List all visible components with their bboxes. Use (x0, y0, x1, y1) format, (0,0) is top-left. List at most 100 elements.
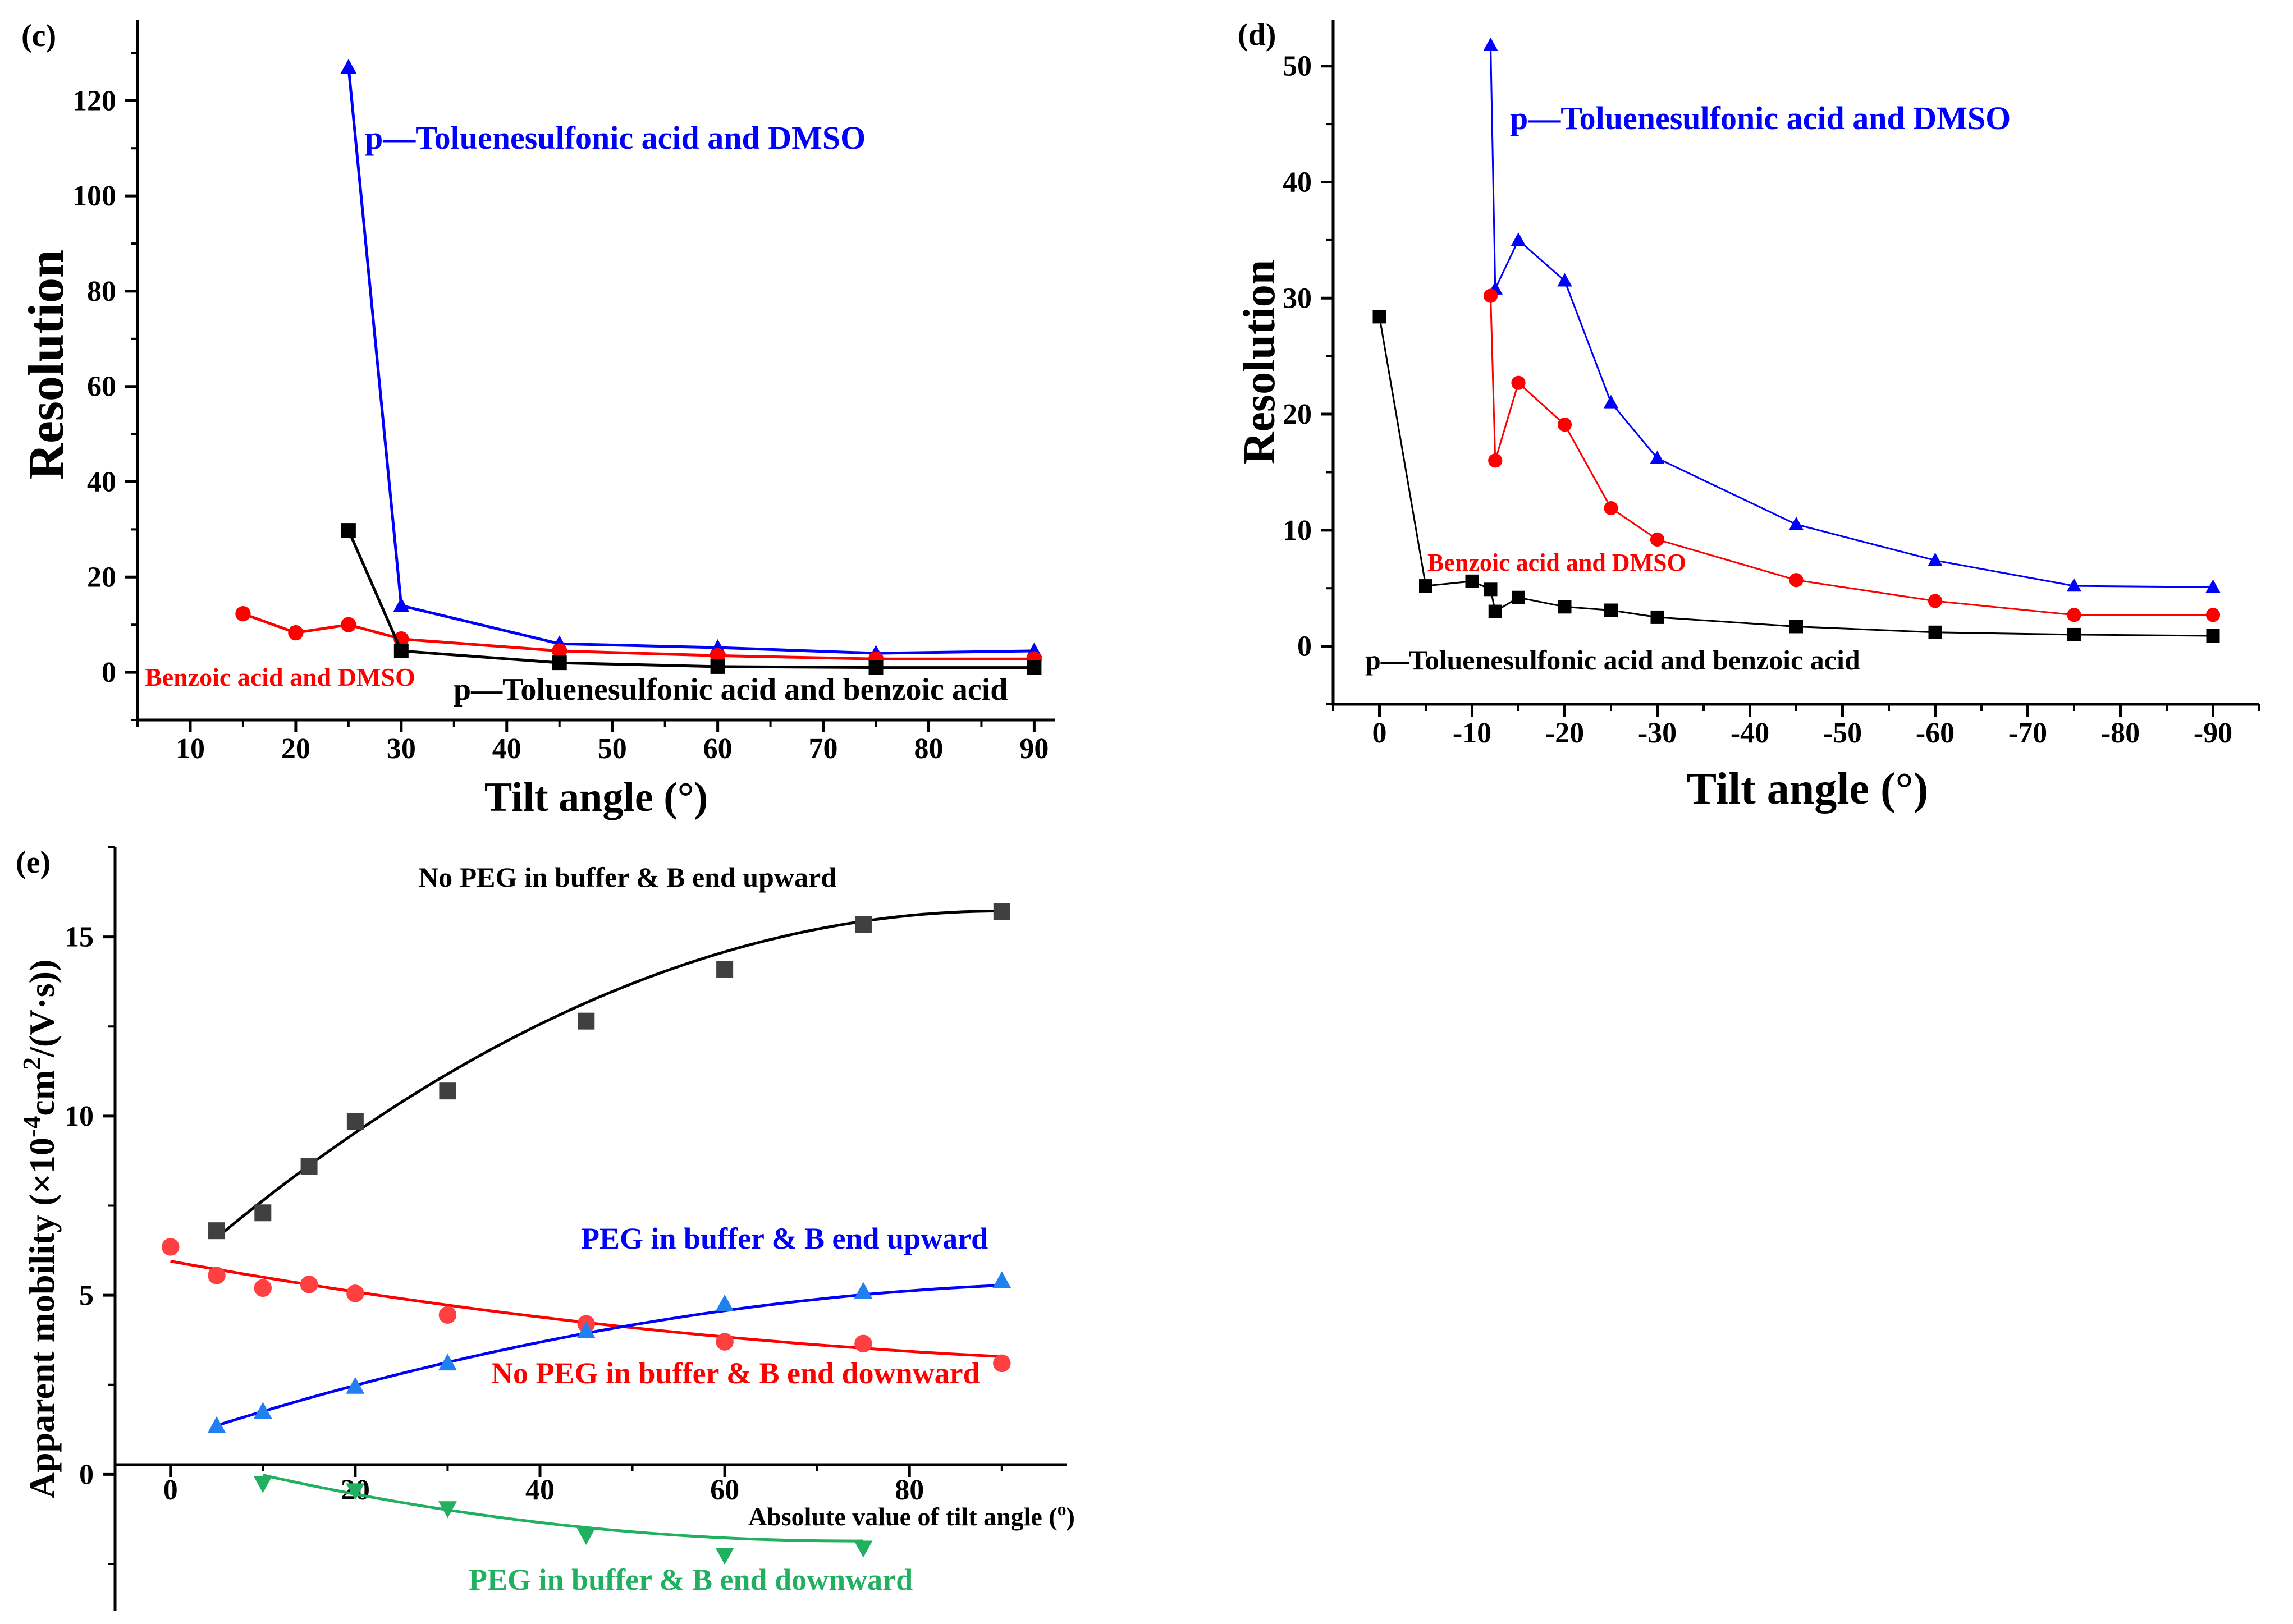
x-tick-label: -20 (1545, 717, 1584, 749)
data-point (208, 1267, 226, 1284)
data-point (552, 655, 567, 671)
data-point (341, 523, 356, 538)
fit-curve (262, 1474, 864, 1543)
annotation-nopeg-down: No PEG in buffer & B end downward (491, 1356, 980, 1390)
x-tick-label: 30 (387, 733, 416, 765)
data-point (993, 1354, 1011, 1373)
y-tick-label: 20 (1283, 398, 1312, 430)
annotation-peg-up: PEG in buffer & B end upward (581, 1222, 988, 1255)
data-point (2205, 579, 2221, 593)
panel-e: (e) 020406080051015 Absolute value of ti… (16, 845, 1075, 1611)
data-point (854, 1540, 873, 1558)
y-axis-title: Apparent mobility (×10-4cm2/(V·s)) (17, 960, 62, 1499)
ticks (125, 52, 1036, 732)
y-tick-label: 80 (87, 276, 116, 308)
series-p-toluenesulfonic-acid-and-benzoic-acid (1372, 310, 2220, 643)
panel-label: (c) (21, 19, 56, 53)
data-point (1650, 610, 1664, 624)
x-tick-label: -60 (1916, 717, 1955, 749)
x-axis-title: Absolute value of tilt angle (o) (748, 1499, 1075, 1531)
data-point (1928, 625, 1942, 639)
tick-labels: 0 -10 -20 -30 -40 -50 -60 -70 -80 -90 0 10 20 30 40 50 (1283, 51, 2232, 749)
data-point (715, 1548, 734, 1565)
x-tick-label: 40 (525, 1474, 555, 1506)
data-point (1372, 310, 1386, 324)
series-line (347, 67, 1035, 655)
series-line (347, 530, 1035, 669)
data-point (161, 1238, 180, 1256)
x-tick-label: 20 (281, 733, 310, 765)
fit-curve (216, 909, 1002, 1239)
data-point (710, 659, 725, 674)
data-point (1511, 375, 1526, 390)
data-point (300, 1276, 318, 1293)
annotation-ptsa-dmso: p—Toluenesulfonic acid and DMSO (365, 120, 866, 156)
y-tick-label: 120 (72, 85, 116, 117)
x-tick-label: -80 (2101, 717, 2140, 749)
data-point (1604, 501, 1618, 516)
data-point (2205, 608, 2221, 622)
ticks (103, 846, 1003, 1565)
annotation-peg-down: PEG in buffer & B end downward (469, 1563, 913, 1597)
data-point (346, 1377, 365, 1394)
data-point (253, 1402, 272, 1419)
series-benzoic-acid-and-dmso (235, 606, 1042, 667)
data-point (1465, 574, 1479, 588)
x-tick-label: -30 (1638, 717, 1677, 749)
data-point (208, 1222, 226, 1240)
data-point (254, 1279, 272, 1297)
series-line (1379, 316, 2213, 637)
data-point (1603, 394, 1619, 409)
data-point (1557, 418, 1572, 432)
y-axis-title: Resolution (19, 250, 74, 480)
x-tick-label: 40 (492, 733, 521, 765)
series-peg-in-buffer-b-end-upward (207, 1271, 1012, 1433)
fit-curve (216, 1283, 1002, 1427)
data-point (253, 1476, 272, 1493)
x-tick-label: 10 (176, 733, 205, 765)
y-tick-label: 0 (79, 1458, 94, 1490)
data-point (578, 1012, 595, 1030)
tick-labels: 10 20 30 40 50 60 70 80 90 0 20 40 60 80 100 120 (72, 85, 1049, 765)
data-point (254, 1204, 272, 1222)
y-tick-label: 20 (87, 561, 116, 593)
series-line (1490, 45, 2213, 588)
fit-curve (170, 1260, 1002, 1358)
data-point (1650, 450, 1665, 464)
y-tick-label: 40 (1283, 166, 1312, 198)
data-point (393, 643, 409, 658)
y-tick-label: 0 (102, 657, 116, 689)
data-point (2067, 627, 2081, 641)
annotation-nopeg-up: No PEG in buffer & B end upward (418, 861, 836, 893)
series-layer (161, 903, 1012, 1565)
panel-label: (d) (1238, 17, 1276, 52)
panel-c: (c) 10 20 30 40 50 60 70 80 90 0 20 40 60 80 100 120 Ti… (19, 19, 1055, 820)
data-point (868, 660, 884, 675)
data-point (1789, 620, 1803, 634)
data-point (1789, 573, 1804, 588)
annotation-benzoic-dmso: Benzoic acid and DMSO (145, 663, 415, 691)
annotation-ptsa-benzoic: p—Toluenesulfonic acid and benzoic acid (454, 672, 1008, 707)
data-point (1557, 273, 1572, 287)
series-p-toluenesulfonic-acid-and-dmso (1483, 37, 2221, 593)
data-point (393, 597, 410, 612)
series-layer (1372, 37, 2221, 643)
x-axis-title: Tilt angle (°) (1687, 764, 1929, 814)
data-point (1928, 594, 1943, 608)
x-tick-label: 80 (895, 1474, 924, 1506)
y-axis-title: Resolution (1235, 260, 1284, 465)
data-point (1558, 600, 1572, 614)
data-point (854, 1282, 873, 1299)
x-tick-label: 70 (809, 733, 838, 765)
y-tick-label: 40 (87, 466, 116, 498)
series-peg-in-buffer-b-end-downward (253, 1474, 873, 1565)
data-point (438, 1501, 457, 1519)
series-no-peg-in-buffer-b-end-upward (208, 903, 1010, 1240)
x-tick-label: 80 (914, 733, 943, 765)
panel-label: (e) (16, 845, 51, 880)
data-point (1483, 37, 1498, 51)
data-point (439, 1082, 456, 1100)
x-tick-label: -90 (2194, 717, 2232, 749)
x-tick-label: -70 (2008, 717, 2047, 749)
data-point (1027, 660, 1042, 675)
